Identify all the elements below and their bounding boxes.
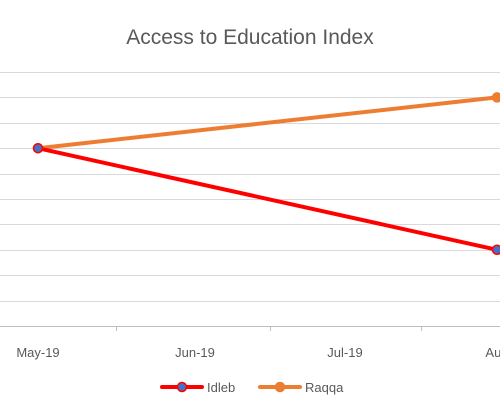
x-tick-label: Jun-19 bbox=[175, 345, 215, 360]
legend-label-raqqa: Raqqa bbox=[305, 380, 344, 395]
series-line-raqqa bbox=[36, 95, 499, 151]
data-point-raqqa bbox=[491, 92, 500, 103]
x-tick-labels: May-19 Jun-19 Jul-19 Aug bbox=[16, 345, 500, 360]
series-line-idleb bbox=[36, 146, 499, 252]
data-point-idleb bbox=[491, 244, 500, 256]
data-point-idleb bbox=[32, 142, 44, 154]
x-tick-label: Jul-19 bbox=[327, 345, 362, 360]
x-tick-label: May-19 bbox=[16, 345, 59, 360]
gridlines bbox=[0, 72, 500, 302]
series-lines bbox=[36, 95, 499, 252]
chart-title: Access to Education Index bbox=[126, 26, 374, 49]
legend: Idleb Raqqa bbox=[160, 380, 344, 395]
legend-marker-idleb bbox=[176, 381, 188, 393]
x-tick-label: Aug bbox=[485, 345, 500, 360]
legend-label-idleb: Idleb bbox=[207, 380, 235, 395]
series-markers bbox=[32, 92, 500, 256]
x-axis bbox=[0, 326, 500, 331]
legend-marker-raqqa bbox=[274, 381, 286, 393]
